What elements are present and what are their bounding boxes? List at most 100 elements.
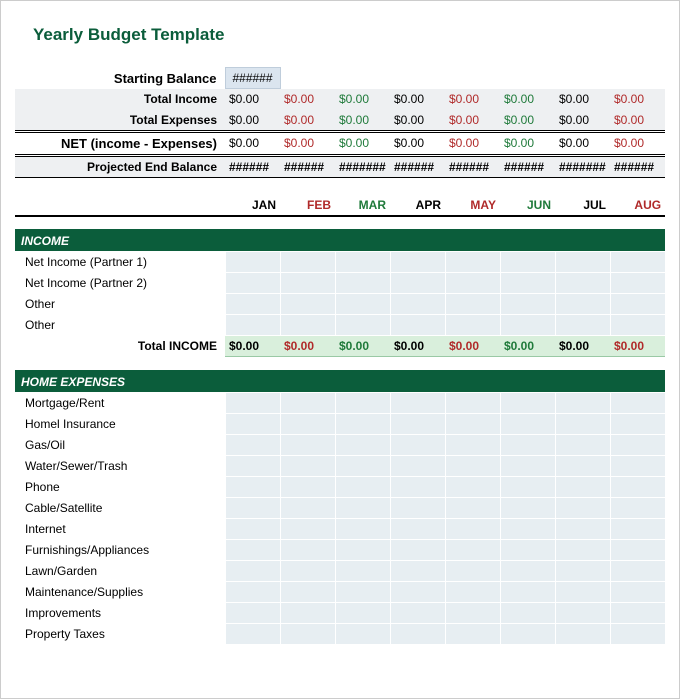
input-cell[interactable] — [500, 456, 555, 477]
input-cell[interactable] — [390, 603, 445, 624]
input-cell[interactable] — [500, 561, 555, 582]
input-cell[interactable] — [445, 477, 500, 498]
input-cell[interactable] — [555, 498, 610, 519]
input-cell[interactable] — [555, 603, 610, 624]
input-cell[interactable] — [500, 603, 555, 624]
input-cell[interactable] — [335, 498, 390, 519]
input-cell[interactable] — [610, 414, 665, 435]
input-cell[interactable] — [445, 435, 500, 456]
input-cell[interactable] — [500, 315, 555, 336]
input-cell[interactable] — [280, 477, 335, 498]
input-cell[interactable] — [610, 603, 665, 624]
input-cell[interactable] — [335, 561, 390, 582]
input-cell[interactable] — [225, 603, 280, 624]
input-cell[interactable] — [225, 456, 280, 477]
input-cell[interactable] — [555, 273, 610, 294]
input-cell[interactable] — [225, 477, 280, 498]
input-cell[interactable] — [390, 393, 445, 414]
input-cell[interactable] — [555, 582, 610, 603]
input-cell[interactable] — [610, 540, 665, 561]
input-cell[interactable] — [445, 498, 500, 519]
input-cell[interactable] — [280, 393, 335, 414]
input-cell[interactable] — [610, 435, 665, 456]
input-cell[interactable] — [445, 315, 500, 336]
input-cell[interactable] — [280, 435, 335, 456]
input-cell[interactable] — [225, 273, 280, 294]
input-cell[interactable] — [225, 561, 280, 582]
input-cell[interactable] — [390, 315, 445, 336]
input-cell[interactable] — [390, 414, 445, 435]
input-cell[interactable] — [390, 252, 445, 273]
input-cell[interactable] — [610, 273, 665, 294]
input-cell[interactable] — [280, 252, 335, 273]
input-cell[interactable] — [225, 519, 280, 540]
input-cell[interactable] — [555, 294, 610, 315]
input-cell[interactable] — [445, 414, 500, 435]
input-cell[interactable] — [390, 477, 445, 498]
input-cell[interactable] — [610, 456, 665, 477]
input-cell[interactable] — [445, 393, 500, 414]
input-cell[interactable] — [555, 477, 610, 498]
input-cell[interactable] — [335, 519, 390, 540]
input-cell[interactable] — [445, 624, 500, 645]
input-cell[interactable] — [225, 498, 280, 519]
input-cell[interactable] — [500, 273, 555, 294]
input-cell[interactable] — [280, 294, 335, 315]
input-cell[interactable] — [335, 582, 390, 603]
input-cell[interactable] — [335, 414, 390, 435]
input-cell[interactable] — [280, 273, 335, 294]
input-cell[interactable] — [445, 540, 500, 561]
input-cell[interactable] — [610, 477, 665, 498]
input-cell[interactable] — [390, 498, 445, 519]
input-cell[interactable] — [225, 315, 280, 336]
input-cell[interactable] — [610, 294, 665, 315]
input-cell[interactable] — [390, 456, 445, 477]
input-cell[interactable] — [225, 582, 280, 603]
input-cell[interactable] — [500, 252, 555, 273]
input-cell[interactable] — [280, 603, 335, 624]
input-cell[interactable] — [225, 540, 280, 561]
input-cell[interactable] — [445, 519, 500, 540]
input-cell[interactable] — [280, 519, 335, 540]
input-cell[interactable] — [335, 294, 390, 315]
input-cell[interactable] — [555, 519, 610, 540]
input-cell[interactable] — [390, 273, 445, 294]
input-cell[interactable] — [390, 294, 445, 315]
input-cell[interactable] — [610, 561, 665, 582]
input-cell[interactable] — [555, 540, 610, 561]
input-cell[interactable] — [390, 561, 445, 582]
input-cell[interactable] — [335, 456, 390, 477]
input-cell[interactable] — [445, 273, 500, 294]
input-cell[interactable] — [500, 498, 555, 519]
starting-balance-value[interactable]: ###### — [225, 68, 280, 89]
input-cell[interactable] — [280, 624, 335, 645]
input-cell[interactable] — [445, 561, 500, 582]
input-cell[interactable] — [500, 393, 555, 414]
input-cell[interactable] — [610, 624, 665, 645]
input-cell[interactable] — [335, 540, 390, 561]
input-cell[interactable] — [555, 393, 610, 414]
input-cell[interactable] — [445, 582, 500, 603]
input-cell[interactable] — [335, 315, 390, 336]
input-cell[interactable] — [445, 603, 500, 624]
input-cell[interactable] — [500, 477, 555, 498]
input-cell[interactable] — [500, 624, 555, 645]
input-cell[interactable] — [335, 477, 390, 498]
input-cell[interactable] — [610, 498, 665, 519]
input-cell[interactable] — [610, 393, 665, 414]
input-cell[interactable] — [280, 414, 335, 435]
input-cell[interactable] — [335, 273, 390, 294]
input-cell[interactable] — [500, 540, 555, 561]
input-cell[interactable] — [555, 435, 610, 456]
input-cell[interactable] — [335, 603, 390, 624]
input-cell[interactable] — [390, 519, 445, 540]
input-cell[interactable] — [225, 624, 280, 645]
input-cell[interactable] — [610, 582, 665, 603]
input-cell[interactable] — [335, 624, 390, 645]
input-cell[interactable] — [555, 315, 610, 336]
input-cell[interactable] — [500, 582, 555, 603]
input-cell[interactable] — [280, 561, 335, 582]
input-cell[interactable] — [445, 456, 500, 477]
input-cell[interactable] — [280, 540, 335, 561]
input-cell[interactable] — [610, 315, 665, 336]
